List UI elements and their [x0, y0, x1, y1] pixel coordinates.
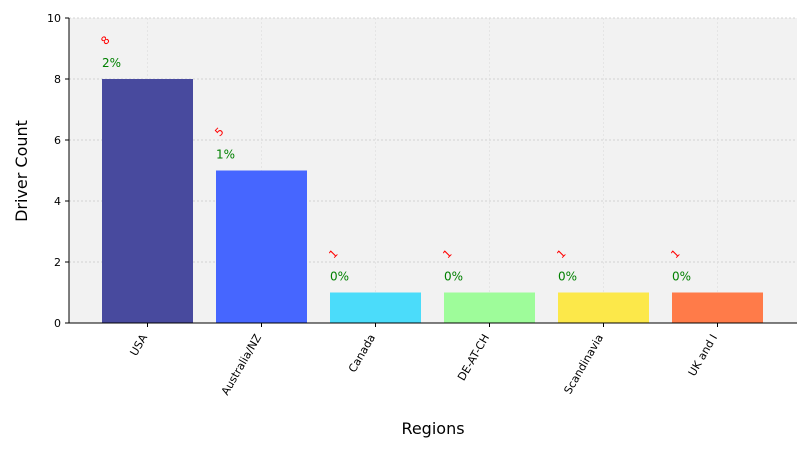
percent-label: 1% [216, 148, 235, 162]
axes [68, 18, 797, 324]
percent-label: 0% [330, 270, 349, 284]
bar-scandinavia [558, 292, 649, 323]
x-tick-label: Scandinavia [561, 332, 606, 396]
y-axis-title: Driver Count [12, 120, 31, 222]
y-tick-label: 2 [54, 256, 61, 269]
x-tick-label: DE-AT-CH [455, 332, 492, 383]
y-tick-label: 6 [54, 134, 61, 147]
bar-de-at-ch [444, 292, 535, 323]
percent-label: 2% [102, 56, 121, 70]
bar-canada [330, 292, 421, 323]
x-tick-label: UK and I [686, 332, 720, 379]
bar-usa [102, 79, 193, 323]
y-tick-label: 4 [54, 195, 61, 208]
data-labels: 2%81%50%10%10%10%1 [98, 33, 691, 283]
percent-label: 0% [444, 270, 463, 284]
bar-uk-and-i [672, 292, 763, 323]
percent-label: 0% [672, 270, 691, 284]
x-ticks: USA Australia/NZ Canada DE-AT-CH Scandinavia… [127, 323, 720, 398]
bars [102, 79, 763, 323]
y-tick-label: 0 [54, 317, 61, 330]
bar-australia-nz [216, 170, 307, 323]
x-tick-label: Australia/NZ [219, 332, 265, 398]
y-ticks: 0 2 4 6 8 10 [47, 12, 69, 330]
y-tick-label: 10 [47, 12, 61, 25]
percent-label: 0% [558, 270, 577, 284]
x-axis-title: Regions [401, 419, 464, 438]
x-tick-label: Canada [346, 332, 378, 375]
y-tick-label: 8 [54, 73, 61, 86]
x-tick-label: USA [127, 332, 150, 359]
